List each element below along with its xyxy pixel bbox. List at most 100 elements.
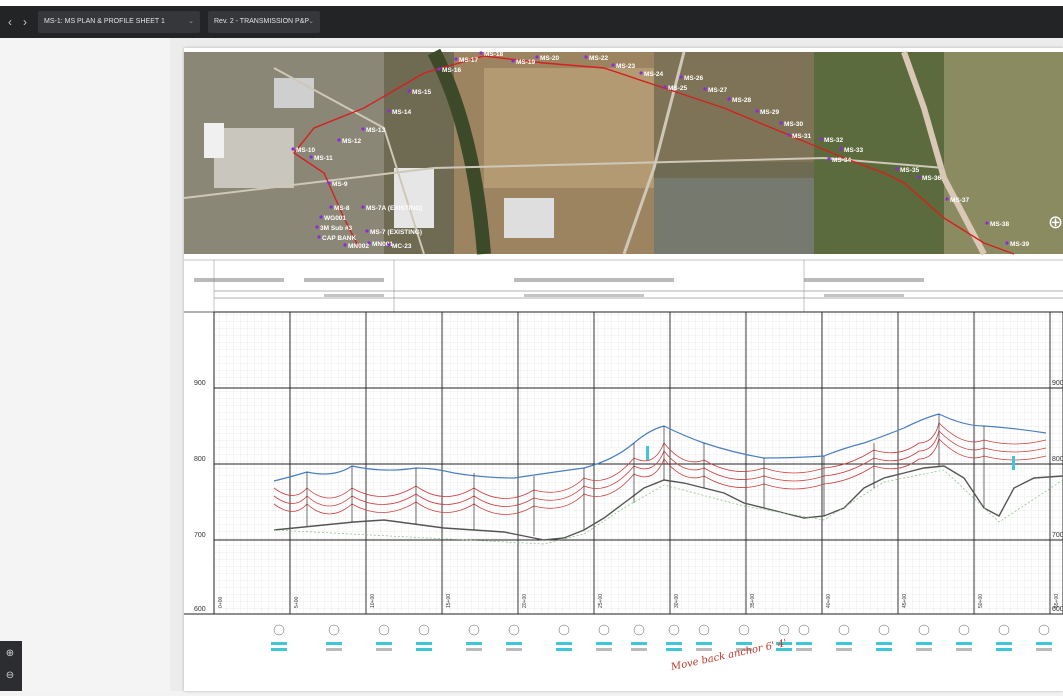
structure-callout-circle [598,624,610,636]
sheet-selector-label: MS-1: MS PLAN & PROFILE SHEET 1 [44,18,165,25]
zoom-in-icon[interactable]: ⊕ [5,648,15,659]
station-label: 10+00 [370,594,376,608]
structure-label[interactable]: MS-13 [366,127,386,134]
structure-label[interactable]: MS-27 [708,87,728,94]
callout-highlight [916,642,932,645]
elevation-label: 700 [1052,532,1063,539]
structure-label[interactable]: MS-8 [334,205,350,212]
zoom-out-icon[interactable]: ⊖ [5,670,15,681]
structure-marker [985,221,989,225]
structure-marker [1005,241,1009,245]
elevation-label: 700 [194,532,206,539]
structure-label[interactable]: MN001 [372,241,393,248]
forward-arrow-icon[interactable]: › [23,15,27,29]
profile-view: 900 900 800 800 700 700 600 600 0+00 5+00 10+00 15… [194,311,1063,615]
structure-callout-circle [668,624,680,636]
plan-profile-sheet[interactable]: MS-8 MS-9 MS-10 MS-11 MS-12 MS-13 MS-14 MS-15 MS… [183,48,1063,691]
structure-marker [407,89,411,93]
revision-selector-dropdown[interactable]: Rev. 2 - TRANSMISSION P&P ⌄ [208,11,320,33]
structure-callout-circle [508,624,520,636]
structure-label[interactable]: CAP BANK [322,235,356,242]
structure-label[interactable]: MS-35 [900,167,920,174]
structure-label[interactable]: MS-36 [922,175,942,182]
structure-callout-circle [273,624,285,636]
structure-label[interactable]: MS-9 [332,181,348,188]
callout-highlight [996,642,1012,645]
callout-highlight [556,642,572,645]
structure-label[interactable]: MS-22 [589,55,609,62]
callout-highlight [271,642,287,645]
structure-label[interactable]: MS-18 [484,51,504,58]
station-label: 30+00 [674,594,680,608]
callout-line [466,648,482,651]
callout-highlight [876,642,892,645]
structure-marker [679,75,683,79]
structure-label[interactable]: MS-30 [784,121,804,128]
structure-marker [917,175,921,179]
structure-marker [819,137,823,141]
elevation-label: 800 [1052,456,1063,463]
callout-highlight [416,642,432,645]
callout-line [1036,648,1052,651]
structure-label[interactable]: MS-25 [668,85,688,92]
station-label: 15+00 [446,594,452,608]
structure-label[interactable]: MS-17 [459,57,479,64]
structure-marker [479,51,483,55]
structure-label[interactable]: MS-38 [990,221,1010,228]
structure-label[interactable]: MS-14 [392,109,412,116]
structure-label[interactable]: 3M Sub #3 [320,225,353,232]
structure-marker [511,59,515,63]
structure-label[interactable]: MS-34 [832,157,852,164]
structure-marker [779,121,783,125]
elevation-label: 600 [194,606,206,613]
structure-label[interactable]: MS-28 [732,97,752,104]
top-strip [0,0,1063,6]
station-label: 50+00 [978,594,984,608]
structure-label[interactable]: MS-7A (EXISTING) [366,205,422,212]
callout-line [876,648,892,651]
transmission-route-line [292,55,1015,255]
structure-marker [755,109,759,113]
structure-callout-circle [558,624,570,636]
callout-line [776,648,792,651]
structure-label[interactable]: MS-12 [342,138,362,145]
station-label: 0+00 [218,597,224,608]
callout-line [796,648,812,651]
structure-label[interactable]: MS-29 [760,109,780,116]
structure-label[interactable]: MS-32 [824,137,844,144]
structure-label[interactable]: MN002 [348,243,369,250]
structure-label[interactable]: MS-16 [442,67,462,74]
structure-label[interactable]: MS-33 [844,147,864,154]
structure-label[interactable]: MC-23 [392,243,412,250]
structure-marker [315,225,319,229]
structure-label[interactable]: MS-20 [540,55,560,62]
callout-highlight [1036,642,1052,645]
structure-callout-circle [378,624,390,636]
structure-label[interactable]: MS-39 [1010,241,1030,248]
structure-label[interactable]: MS-24 [644,71,664,78]
callout-line [916,648,932,651]
station-label: 40+00 [826,594,832,608]
back-arrow-icon[interactable]: ‹ [8,15,12,29]
structure-callout-circle [778,624,790,636]
north-arrow-icon: ⊕ [1048,212,1063,232]
structure-label[interactable]: MS-15 [412,89,432,96]
span-annotation-band [184,259,1063,313]
structure-label[interactable]: MS-19 [516,59,536,66]
structure-label[interactable]: MS-31 [792,133,812,140]
structure-label[interactable]: MS-10 [296,147,316,154]
sheet-selector-dropdown[interactable]: MS-1: MS PLAN & PROFILE SHEET 1 ⌄ [38,11,200,33]
structure-marker [327,181,331,185]
structure-marker [787,133,791,137]
structure-marker [895,167,899,171]
structure-label[interactable]: MS-7 (EXISTING) [370,229,422,236]
structure-label[interactable]: MS-26 [684,75,704,82]
structure-label[interactable]: WG001 [324,215,346,222]
ground-profile-line [273,465,1063,541]
elevation-label: 900 [194,380,206,387]
zoom-control-tray: ⊕ ⊖ [0,641,22,691]
structure-label[interactable]: MS-11 [314,155,333,162]
structure-label[interactable]: MS-37 [950,197,970,204]
structure-label[interactable]: MS-23 [616,63,636,70]
callout-line [271,648,287,651]
